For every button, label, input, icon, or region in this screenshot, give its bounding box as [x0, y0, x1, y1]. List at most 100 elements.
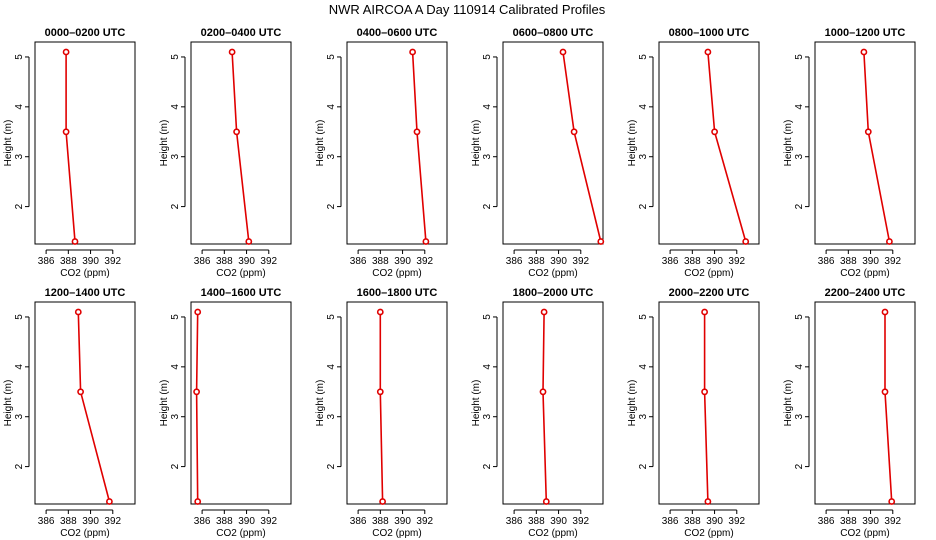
x-tick-label: 392 — [104, 256, 121, 267]
data-point — [711, 128, 718, 136]
x-tick-label: 388 — [216, 256, 233, 267]
y-axis-label: Height (m) — [627, 120, 638, 167]
x-axis-label: CO2 (ppm) — [684, 268, 733, 279]
y-tick-label: 5 — [326, 314, 337, 320]
x-tick-label: 392 — [104, 516, 121, 527]
x-tick-label: 386 — [194, 256, 211, 267]
y-tick-label: 4 — [638, 104, 649, 110]
x-axis-label: CO2 (ppm) — [528, 268, 577, 279]
x-tick-label: 388 — [528, 516, 545, 527]
data-point — [379, 498, 386, 505]
y-tick-label: 5 — [638, 54, 649, 60]
y-tick-label: 3 — [326, 153, 337, 159]
y-tick-label: 4 — [794, 104, 805, 110]
y-tick-label: 2 — [638, 463, 649, 469]
y-tick-label: 5 — [14, 314, 25, 320]
y-tick-label: 2 — [326, 463, 337, 469]
panel-title: 0800–1000 UTC — [669, 27, 750, 39]
y-tick-label: 3 — [638, 413, 649, 419]
y-tick-label: 5 — [326, 54, 337, 60]
plot-frame — [190, 301, 292, 505]
data-point — [701, 308, 708, 316]
y-tick-label: 5 — [14, 54, 25, 60]
y-tick-label: 2 — [326, 203, 337, 209]
y-tick-label: 4 — [170, 104, 181, 110]
x-axis-label: CO2 (ppm) — [840, 268, 889, 279]
y-tick-label: 5 — [482, 54, 493, 60]
y-tick-label: 2 — [14, 463, 25, 469]
x-tick-label: 392 — [884, 256, 901, 267]
y-tick-label: 3 — [638, 153, 649, 159]
x-tick-label: 388 — [684, 516, 701, 527]
x-axis-label: CO2 (ppm) — [60, 528, 109, 539]
y-tick-label: 3 — [482, 153, 493, 159]
x-tick-label: 390 — [706, 516, 723, 527]
x-axis-label: CO2 (ppm) — [840, 528, 889, 539]
y-tick-label: 2 — [638, 203, 649, 209]
data-point — [376, 308, 384, 316]
x-tick-label: 386 — [38, 516, 55, 527]
data-point — [233, 128, 240, 136]
x-tick-label: 388 — [372, 516, 389, 527]
panel-title: 1200–1400 UTC — [45, 287, 126, 299]
x-tick-label: 388 — [372, 256, 389, 267]
x-tick-label: 386 — [350, 516, 367, 527]
x-tick-label: 390 — [550, 516, 567, 527]
x-tick-label: 390 — [82, 516, 99, 527]
x-tick-label: 386 — [662, 256, 679, 267]
plot-frame — [814, 41, 916, 245]
x-tick-label: 388 — [528, 256, 545, 267]
x-tick-label: 390 — [394, 256, 411, 267]
x-axis-label: CO2 (ppm) — [684, 528, 733, 539]
data-point — [413, 128, 421, 136]
y-axis-label: Height (m) — [159, 380, 170, 427]
x-axis-label: CO2 (ppm) — [216, 528, 265, 539]
y-tick-label: 4 — [14, 364, 25, 370]
x-tick-label: 390 — [862, 256, 879, 267]
data-point — [542, 498, 550, 505]
data-point — [228, 48, 236, 56]
series-line — [77, 311, 111, 502]
x-tick-label: 392 — [260, 516, 277, 527]
x-axis-label: CO2 (ppm) — [216, 268, 265, 279]
series-line — [863, 51, 891, 242]
y-axis-label: Height (m) — [471, 120, 482, 167]
y-tick-label: 4 — [482, 364, 493, 370]
x-tick-label: 392 — [260, 256, 277, 267]
y-tick-label: 5 — [170, 314, 181, 320]
plot-frame — [814, 301, 916, 505]
panel-title: 1000–1200 UTC — [825, 27, 906, 39]
series-line — [411, 51, 427, 242]
x-tick-label: 390 — [238, 256, 255, 267]
x-tick-label: 390 — [706, 256, 723, 267]
data-point — [74, 308, 82, 316]
panel-title: 1400–1600 UTC — [201, 287, 282, 299]
y-tick-label: 5 — [794, 54, 805, 60]
plot-frame — [502, 301, 604, 505]
series-line — [65, 52, 76, 242]
y-tick-label: 3 — [482, 413, 493, 419]
data-point — [886, 238, 893, 245]
data-point — [888, 498, 896, 505]
series-line — [195, 311, 199, 502]
data-point — [77, 388, 84, 396]
data-point — [597, 238, 605, 245]
data-point — [881, 308, 889, 316]
y-tick-label: 2 — [170, 203, 181, 209]
y-tick-label: 3 — [326, 413, 337, 419]
data-point — [62, 128, 70, 136]
series-line — [379, 312, 384, 502]
panel-title: 2000–2200 UTC — [669, 287, 750, 299]
plot-frame — [346, 301, 448, 505]
panel-title: 0600–0800 UTC — [513, 27, 594, 39]
y-tick-label: 4 — [326, 104, 337, 110]
panel-title: 0200–0400 UTC — [201, 27, 282, 39]
